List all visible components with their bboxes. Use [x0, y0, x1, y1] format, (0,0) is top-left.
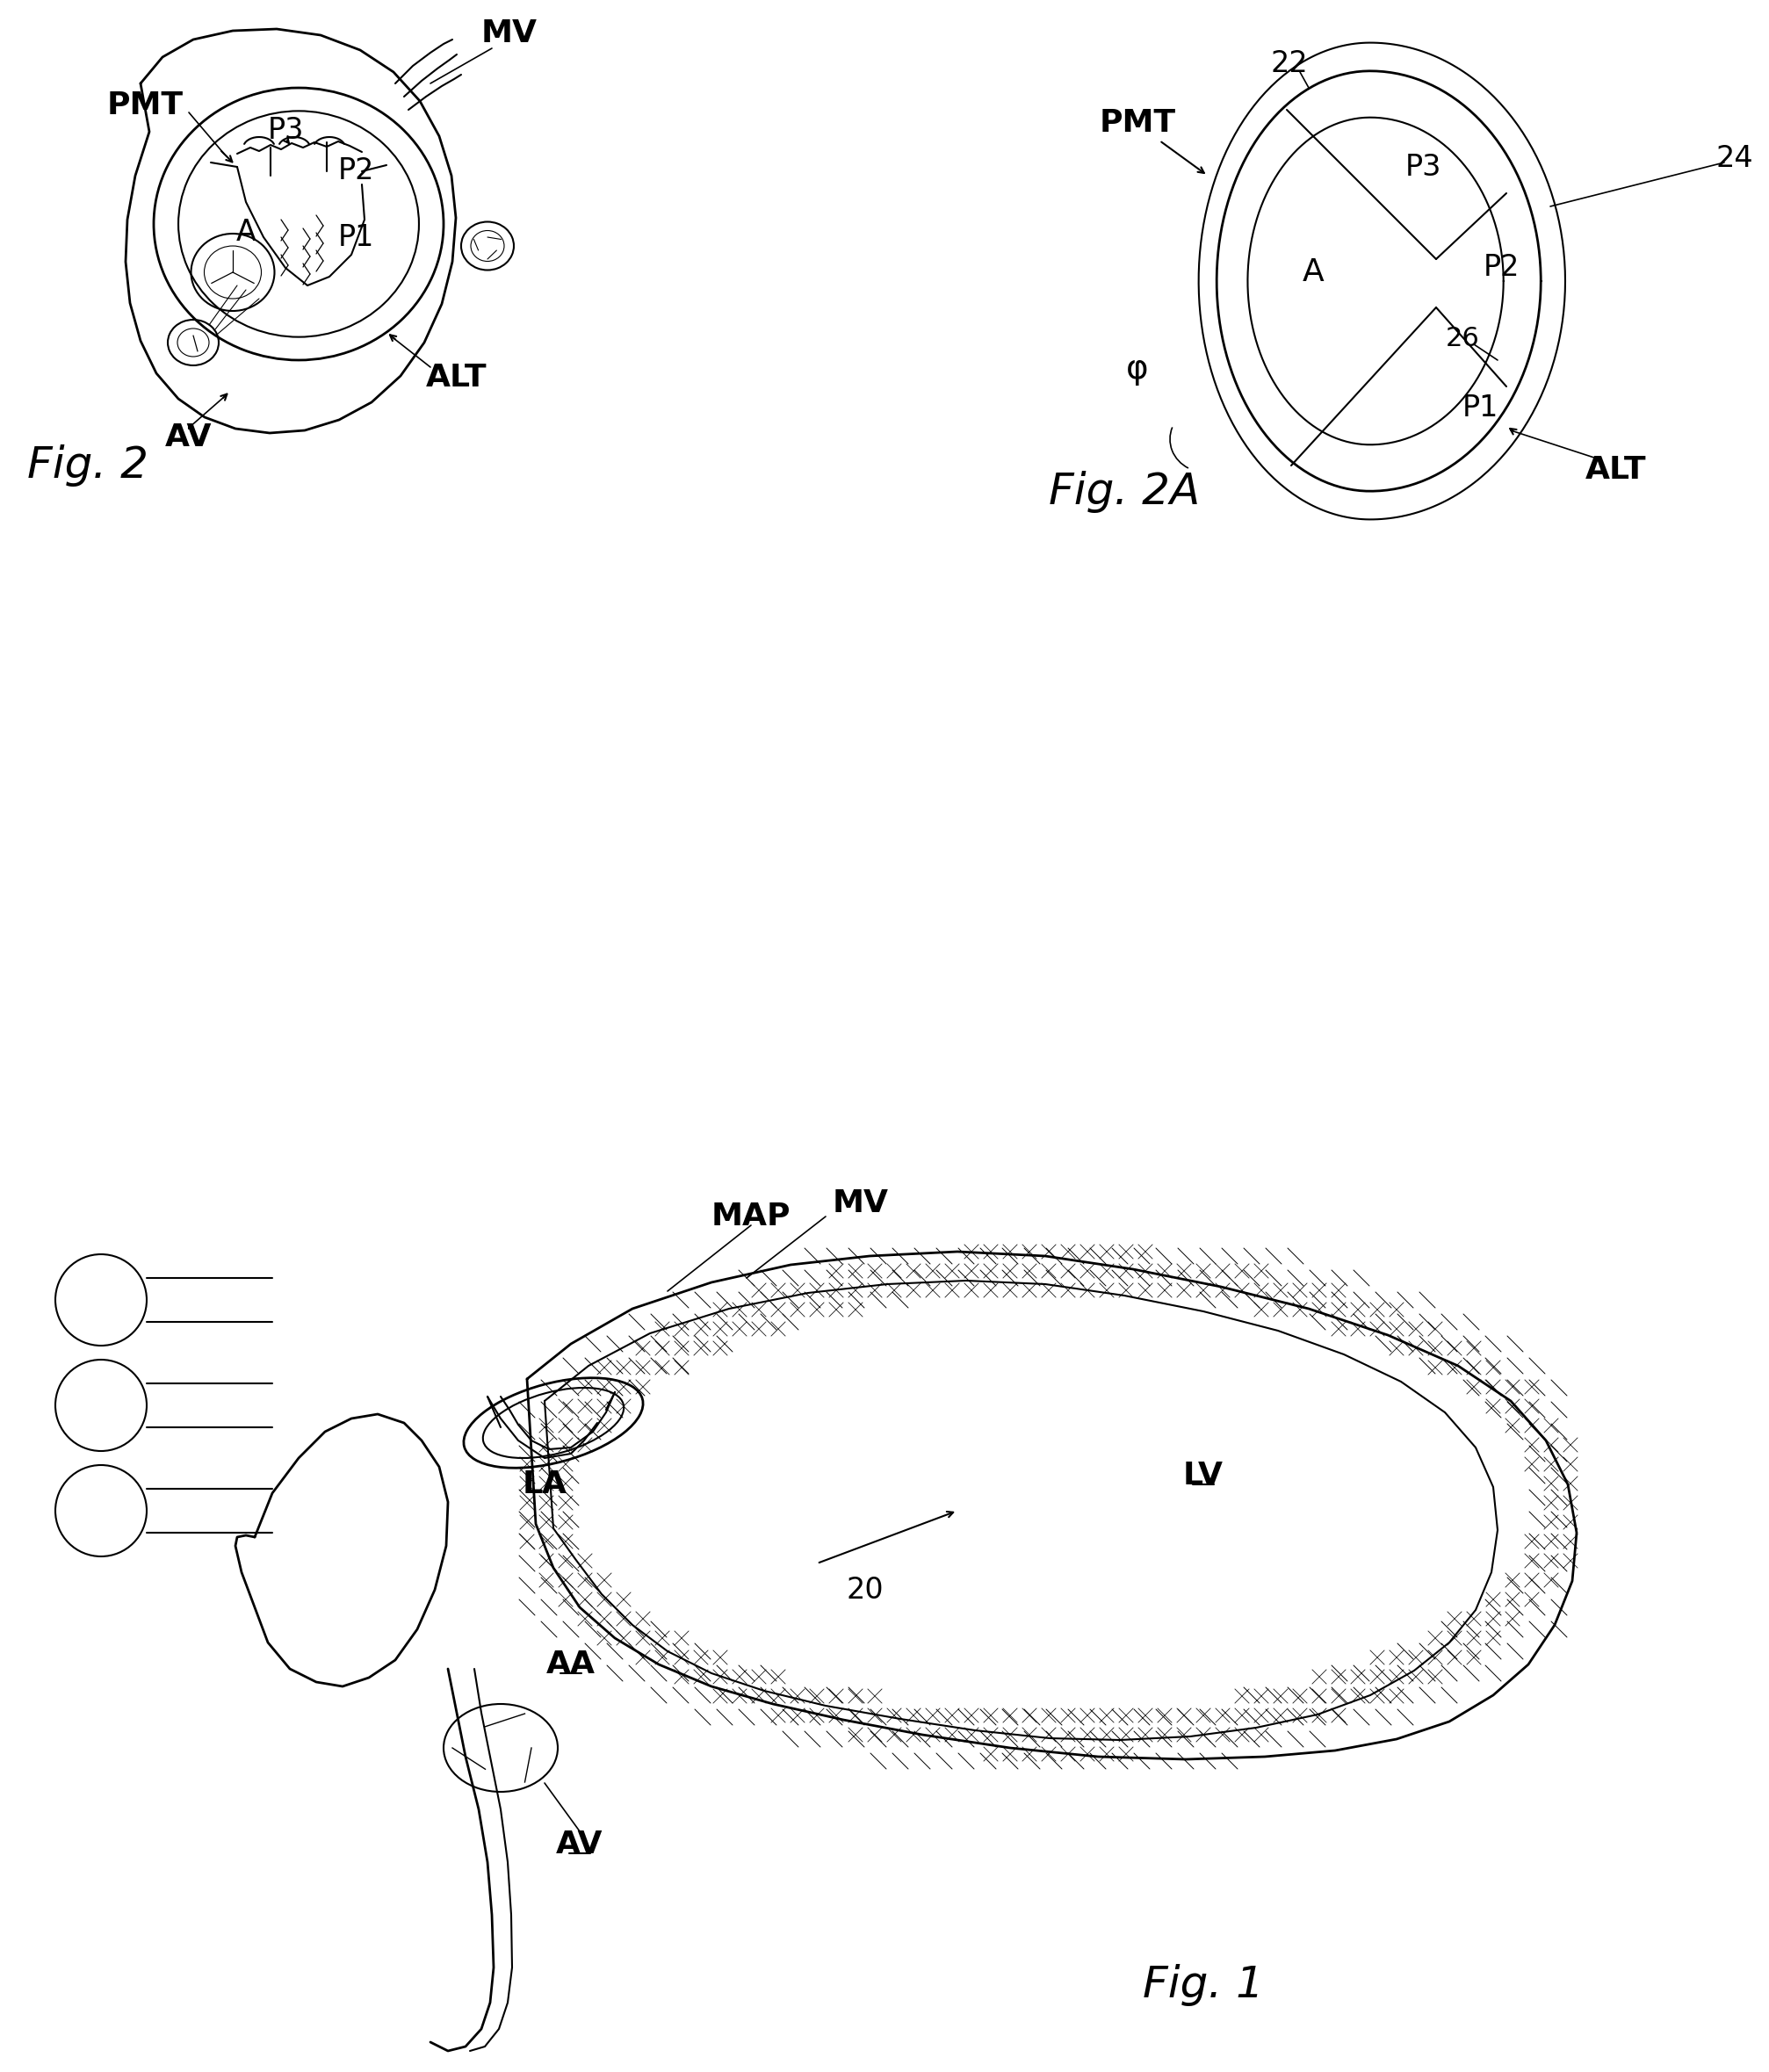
Text: P1: P1: [338, 222, 373, 251]
Text: P1: P1: [1461, 394, 1498, 423]
Text: MAP: MAP: [711, 1202, 791, 1231]
Text: P2: P2: [338, 157, 373, 186]
Text: 20: 20: [846, 1575, 884, 1604]
Text: A: A: [1302, 257, 1323, 288]
Text: MV: MV: [481, 19, 538, 48]
Text: ALT: ALT: [1585, 456, 1647, 485]
Text: MV: MV: [833, 1189, 888, 1218]
Text: 26: 26: [1445, 325, 1479, 350]
Text: φ: φ: [1127, 352, 1148, 385]
Text: ALT: ALT: [426, 363, 486, 392]
Text: P2: P2: [1484, 253, 1520, 282]
Text: Fig. 1: Fig. 1: [1143, 1964, 1263, 2006]
Text: 24: 24: [1716, 143, 1753, 172]
Text: Fig. 2: Fig. 2: [27, 443, 149, 487]
Text: P3: P3: [267, 116, 304, 145]
Text: AA: AA: [547, 1649, 596, 1680]
Text: PMT: PMT: [106, 91, 184, 120]
Text: Fig. 2A: Fig. 2A: [1049, 470, 1199, 514]
Text: P3: P3: [1405, 153, 1442, 182]
Text: A: A: [235, 218, 257, 247]
Text: AV: AV: [165, 423, 212, 452]
Text: AV: AV: [555, 1830, 603, 1859]
Text: LA: LA: [522, 1469, 568, 1500]
Text: LV: LV: [1183, 1461, 1224, 1490]
Text: PMT: PMT: [1099, 108, 1176, 139]
Text: 22: 22: [1270, 50, 1309, 79]
